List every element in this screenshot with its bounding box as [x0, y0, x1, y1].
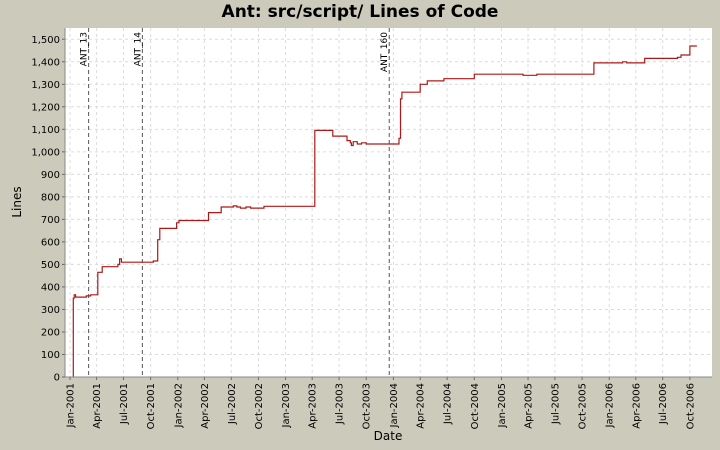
x-tick-label: Jul-2002 [227, 383, 238, 425]
y-tick-label: 500 [41, 260, 60, 271]
x-tick-label: Apr-2005 [524, 383, 535, 429]
x-tick-label: Jan-2005 [497, 383, 508, 428]
y-tick-label: 1,500 [31, 35, 60, 46]
chart-title: Ant: src/script/ Lines of Code [221, 2, 499, 22]
grid-layer [65, 28, 712, 377]
x-tick-label: Jul-2001 [119, 383, 130, 425]
plot-background [65, 28, 712, 377]
x-axis-title: Date [374, 429, 403, 443]
x-tick-label: Jul-2004 [443, 383, 454, 425]
x-tick-label: Oct-2002 [254, 383, 265, 429]
y-tick-label: 1,200 [31, 102, 60, 113]
y-tick-label: 600 [41, 237, 60, 248]
x-tick-label: Jan-2002 [173, 383, 184, 428]
x-tick-label: Oct-2006 [685, 383, 696, 429]
y-tick-label: 100 [41, 350, 60, 361]
x-tick-label: Jul-2006 [658, 383, 669, 425]
x-tick-label: Jan-2001 [66, 383, 77, 428]
x-tick-label: Jul-2003 [335, 383, 346, 425]
axis-layer: 0 100 200 300 400 500 600 700 800 900 1,000 1,100 1,… [31, 28, 712, 429]
marker-layer: ANT_13 ANT_14 ANT_160 [80, 28, 390, 377]
x-tick-label: Apr-2003 [308, 383, 319, 429]
release-marker-label: ANT_14 [133, 32, 143, 67]
y-tick-label: 700 [41, 215, 60, 226]
release-marker-label: ANT_160 [380, 32, 390, 72]
y-tick-label: 1,100 [31, 125, 60, 136]
x-tick-label: Apr-2006 [631, 383, 642, 429]
x-tick-label: Oct-2001 [146, 383, 157, 429]
x-tick-label: Jul-2005 [550, 383, 561, 425]
y-tick-label: 0 [54, 373, 60, 384]
y-tick-label: 300 [41, 305, 60, 316]
y-axis-title: Lines [10, 186, 24, 217]
x-tick-label: Apr-2001 [92, 383, 103, 429]
x-tick-label: Apr-2004 [416, 383, 427, 429]
y-tick-label: 800 [41, 192, 60, 203]
x-tick-label: Apr-2002 [200, 383, 211, 429]
x-tick-label: Jan-2006 [605, 383, 616, 428]
y-tick-label: 900 [41, 170, 60, 181]
y-tick-label: 400 [41, 282, 60, 293]
release-marker-label: ANT_13 [80, 32, 90, 66]
series-line [72, 45, 697, 377]
series-layer [72, 45, 697, 377]
y-tick-label: 1,300 [31, 80, 60, 91]
x-tick-label: Jan-2003 [281, 383, 292, 428]
x-tick-label: Oct-2004 [470, 383, 481, 429]
y-tick-label: 1,000 [31, 147, 60, 158]
x-tick-label: Jan-2004 [389, 383, 400, 428]
x-tick-label: Oct-2005 [578, 383, 589, 429]
x-tick-label: Oct-2003 [362, 383, 373, 429]
y-tick-label: 1,400 [31, 57, 60, 68]
y-tick-label: 200 [41, 327, 60, 338]
